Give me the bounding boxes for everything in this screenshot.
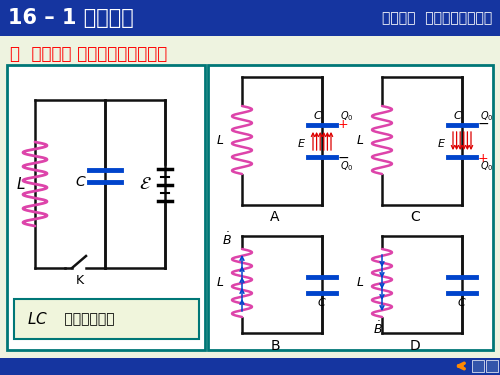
Text: $C$: $C$ xyxy=(453,109,463,121)
Text: $Q_0$: $Q_0$ xyxy=(340,109,353,123)
Text: $E$: $E$ xyxy=(297,137,306,149)
Text: D: D xyxy=(410,339,420,353)
Bar xyxy=(7,65,205,350)
FancyBboxPatch shape xyxy=(14,299,199,339)
Text: −: − xyxy=(478,117,490,131)
Text: $C$: $C$ xyxy=(75,175,87,189)
Text: $\dot{B}$: $\dot{B}$ xyxy=(373,321,383,337)
Text: $L$: $L$ xyxy=(16,176,26,192)
Text: $C$: $C$ xyxy=(313,109,323,121)
Text: C: C xyxy=(410,210,420,224)
Text: 电磁振荡电路: 电磁振荡电路 xyxy=(60,312,114,326)
Text: 第十六章  电磁振荡和电磁波: 第十六章 电磁振荡和电磁波 xyxy=(382,11,492,25)
Text: K: K xyxy=(76,274,84,288)
Text: −: − xyxy=(338,151,349,165)
Text: 一  振荡电路 无阵尼自由电磁振荡: 一 振荡电路 无阵尼自由电磁振荡 xyxy=(10,45,167,63)
Bar xyxy=(208,65,493,350)
Text: $Q_0$: $Q_0$ xyxy=(480,159,494,173)
Text: 16 – 1 电磁振荡: 16 – 1 电磁振荡 xyxy=(8,8,134,28)
Text: +: + xyxy=(478,152,488,165)
Text: $L$: $L$ xyxy=(216,134,224,147)
Text: $L$: $L$ xyxy=(356,276,364,290)
Text: $C$: $C$ xyxy=(317,297,327,309)
Text: B: B xyxy=(270,339,280,353)
Text: $Q_0$: $Q_0$ xyxy=(340,159,353,173)
Bar xyxy=(472,360,484,372)
Text: +: + xyxy=(338,117,348,130)
Text: $L$: $L$ xyxy=(356,134,364,147)
Text: $Q_0$: $Q_0$ xyxy=(480,109,494,123)
Text: $\mathcal{E}$: $\mathcal{E}$ xyxy=(138,175,151,193)
Text: $C$: $C$ xyxy=(457,297,467,309)
Text: $E$: $E$ xyxy=(437,137,446,149)
Text: $\dot{B}$: $\dot{B}$ xyxy=(222,232,232,248)
Text: $LC$: $LC$ xyxy=(27,311,48,327)
Bar xyxy=(0,0,500,36)
Text: A: A xyxy=(270,210,280,224)
Text: $L$: $L$ xyxy=(216,276,224,290)
Bar xyxy=(486,360,498,372)
Bar xyxy=(0,358,500,375)
